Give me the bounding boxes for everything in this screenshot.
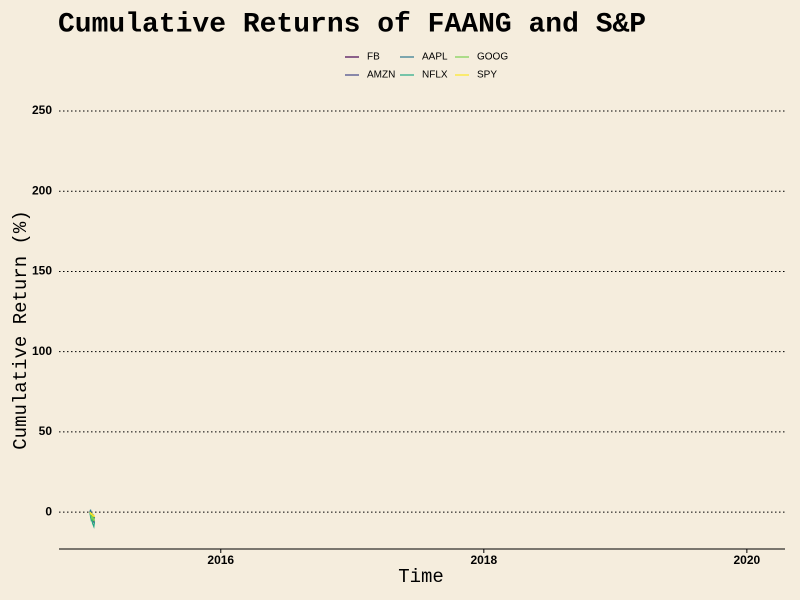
y-tick-label: 250 bbox=[32, 103, 52, 117]
y-tick-label: 0 bbox=[45, 504, 52, 518]
legend-label: FB bbox=[367, 52, 380, 63]
legend-label: AAPL bbox=[422, 52, 448, 63]
x-tick-label: 2018 bbox=[470, 553, 497, 567]
legend-label: NFLX bbox=[422, 70, 448, 81]
legend-label: AMZN bbox=[367, 70, 395, 81]
x-axis-title: Time bbox=[398, 566, 444, 588]
chart-title: Cumulative Returns of FAANG and S&P bbox=[58, 9, 646, 40]
x-tick-label: 2016 bbox=[207, 553, 234, 567]
y-axis-title: Cumulative Return (%) bbox=[10, 210, 32, 449]
x-tick-label: 2020 bbox=[734, 553, 761, 567]
series-line bbox=[89, 511, 96, 518]
y-tick-label: 200 bbox=[32, 183, 52, 197]
legend-label: GOOG bbox=[477, 52, 508, 63]
legend-label: SPY bbox=[477, 70, 497, 81]
y-tick-label: 150 bbox=[32, 264, 52, 278]
series-line bbox=[89, 512, 96, 529]
y-tick-label: 100 bbox=[32, 344, 52, 358]
y-tick-label: 50 bbox=[39, 424, 53, 438]
